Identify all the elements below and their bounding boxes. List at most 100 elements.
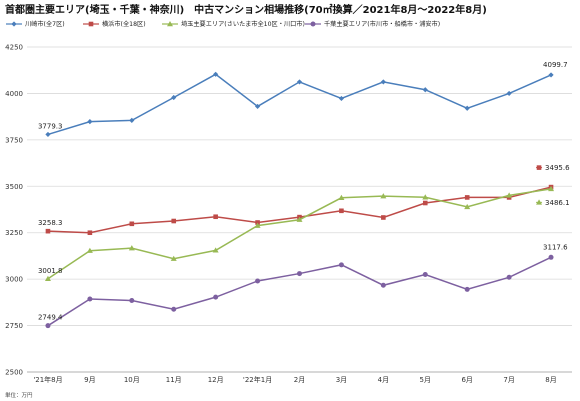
x-tick-label: 12月 [208, 376, 224, 384]
data-point [44, 275, 51, 282]
data-point [536, 199, 543, 205]
data-label-last: 4099.7 [543, 61, 568, 69]
legend-label: 横浜市(全18区) [102, 20, 146, 28]
data-point [171, 94, 177, 101]
data-point [310, 21, 316, 27]
data-point [548, 72, 554, 78]
data-point [87, 119, 93, 125]
data-point [464, 105, 470, 111]
y-tick-label: 4250 [5, 44, 23, 52]
legend: 川崎市(全7区) 横浜市(全18区) 埼玉主要エリア(さいたま市全10区・川口市) 千… [6, 20, 440, 28]
data-point [536, 165, 542, 170]
x-tick-label: 6月 [461, 376, 472, 384]
data-point [380, 282, 386, 288]
y-tick-label: 3500 [5, 183, 23, 191]
data-point [339, 208, 344, 214]
gridlines [27, 46, 572, 373]
x-axis-ticks: '21年8月 9月 10月 11月 12月 '22年1月 2月 3月 4月 5月 6月 7月 8月 [33, 375, 556, 384]
data-point [171, 218, 177, 224]
series-line-group [44, 185, 555, 282]
x-tick-label: 11月 [166, 376, 182, 384]
label-marker [536, 165, 543, 170]
y-tick-label: 3000 [5, 276, 23, 284]
series-line-group [45, 184, 554, 236]
x-tick-label: 8月 [545, 376, 556, 384]
data-point [422, 194, 429, 200]
legend-item: 千葉主要エリア(市川市・船橋市・浦安市) [305, 20, 440, 28]
data-point [297, 271, 302, 277]
data-label-last: 3486.1 [545, 199, 570, 207]
data-point [338, 194, 345, 200]
legend-label: 川崎市(全7区) [25, 20, 65, 28]
data-point [129, 117, 135, 123]
data-point [506, 192, 513, 198]
data-label-first: 3001.8 [38, 267, 63, 275]
data-point [464, 203, 471, 210]
data-point [380, 193, 387, 199]
legend-item: 埼玉主要エリア(さいたま市全10区・川口市) [162, 20, 305, 28]
data-point [296, 216, 303, 222]
data-point [464, 286, 470, 292]
legend-item: 横浜市(全18区) [83, 20, 146, 28]
data-point [129, 298, 135, 303]
data-point [45, 228, 51, 234]
x-tick-label: 5月 [420, 376, 431, 384]
x-tick-label: 10月 [124, 376, 140, 384]
data-label-first: 3258.3 [38, 219, 63, 227]
x-tick-label: 9月 [84, 376, 95, 384]
data-point [128, 245, 135, 251]
label-marker [536, 199, 543, 205]
data-point [45, 131, 51, 138]
y-tick-label: 2750 [5, 322, 23, 330]
y-tick-label: 2500 [5, 369, 23, 377]
data-point [464, 195, 470, 200]
x-tick-label: '21年8月 [33, 375, 62, 384]
y-tick-label: 3750 [5, 136, 23, 144]
data-label-last: 3117.6 [543, 243, 568, 251]
data-point [170, 255, 177, 261]
legend-label: 千葉主要エリア(市川市・船橋市・浦安市) [324, 20, 440, 28]
series-group [44, 71, 555, 329]
data-point [380, 79, 386, 85]
data-point [422, 200, 428, 206]
data-point [422, 272, 428, 277]
legend-item: 川崎市(全7区) [6, 20, 65, 28]
chart-title: 首都圏主要エリア(埼玉・千葉・神奈川) 中古マンション相場推移(70㎡換算／20… [5, 3, 487, 16]
data-point [213, 71, 219, 77]
y-axis-ticks: 2500 2750 3000 3250 3500 3750 4000 4250 [5, 44, 23, 377]
series-line-group [45, 71, 554, 138]
x-tick-label: 2月 [294, 376, 305, 384]
data-point [255, 278, 261, 284]
legend-label: 埼玉主要エリア(さいたま市全10区・川口市) [181, 20, 305, 28]
data-point [254, 103, 261, 110]
x-tick-label: 4月 [378, 376, 389, 384]
data-point [422, 87, 428, 93]
x-tick-label: '22年1月 [243, 375, 272, 384]
unit-note: 単位：万円 [5, 391, 33, 399]
data-point [45, 323, 51, 329]
series-line [47, 186, 552, 234]
data-label-first: 3779.3 [38, 122, 63, 130]
data-point [548, 254, 554, 260]
data-point [212, 247, 219, 253]
y-tick-label: 4000 [5, 90, 23, 98]
data-point [548, 185, 555, 192]
data-point [87, 296, 93, 302]
data-label-last: 3495.6 [545, 164, 570, 172]
data-point [129, 221, 135, 227]
x-tick-label: 7月 [503, 376, 514, 384]
data-point [87, 230, 93, 236]
data-point [213, 214, 218, 220]
data-point [255, 220, 260, 225]
data-point [171, 306, 177, 312]
data-point [11, 21, 17, 27]
data-point [338, 262, 344, 268]
data-label-first: 2749.4 [38, 314, 63, 322]
data-point [86, 247, 93, 253]
data-point [338, 95, 345, 102]
data-point [167, 21, 173, 27]
data-point [506, 274, 512, 280]
data-point [506, 90, 512, 97]
